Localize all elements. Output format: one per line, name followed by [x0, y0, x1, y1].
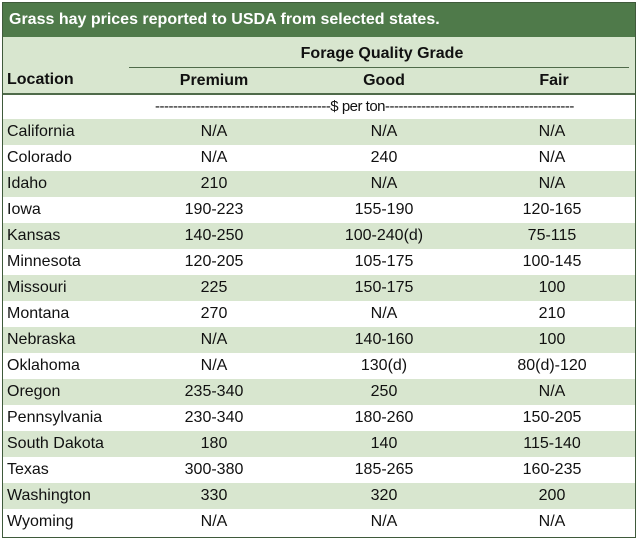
premium-cell: N/A — [200, 149, 228, 166]
location-cell: Kansas — [7, 227, 61, 244]
good-cell: 185-265 — [354, 461, 414, 478]
table-row: Oklahoma N/A 130(d) 80(d)-120 — [3, 353, 635, 379]
header-rule — [129, 67, 629, 68]
table-row: Kansas 140-250 100-240(d) 75-115 — [3, 223, 635, 249]
good-cell: 320 — [370, 487, 398, 504]
fair-cell: 210 — [538, 305, 566, 322]
table-row: Minnesota 120-205 105-175 100-145 — [3, 249, 635, 275]
location-cell: Iowa — [7, 201, 41, 218]
table-row: Idaho 210 N/A N/A — [3, 171, 635, 197]
good-cell: N/A — [370, 123, 398, 140]
table-title: Grass hay prices reported to USDA from s… — [3, 3, 635, 37]
location-cell: Minnesota — [7, 253, 81, 270]
table-row: Texas 300-380 185-265 160-235 — [3, 457, 635, 483]
premium-cell: N/A — [200, 123, 228, 140]
table-row: Colorado N/A 240 N/A — [3, 145, 635, 171]
location-cell: Colorado — [7, 149, 72, 166]
fair-cell: N/A — [538, 149, 566, 166]
hay-price-table: Grass hay prices reported to USDA from s… — [2, 2, 636, 538]
location-cell: Idaho — [7, 175, 48, 192]
good-cell: 100-240(d) — [344, 227, 424, 244]
good-cell: N/A — [370, 175, 398, 192]
good-cell: N/A — [370, 305, 398, 322]
table-header: Forage Quality Grade Location Premium Go… — [3, 37, 635, 95]
location-cell: Oregon — [7, 383, 61, 400]
premium-cell: 235-340 — [184, 383, 244, 400]
premium-cell: 230-340 — [184, 409, 244, 426]
good-cell: 180-260 — [354, 409, 414, 426]
location-column-header: Location — [7, 71, 74, 88]
location-cell: Oklahoma — [7, 357, 80, 374]
fair-cell: N/A — [538, 383, 566, 400]
good-column-header: Good — [363, 72, 405, 89]
table-body: California N/A N/A N/A Colorado N/A 240 N/A Idah… — [3, 119, 635, 535]
table-row: Montana 270 N/A 210 — [3, 301, 635, 327]
premium-cell: 210 — [200, 175, 228, 192]
premium-cell: 330 — [200, 487, 228, 504]
table-row: South Dakota 180 140 115-140 — [3, 431, 635, 457]
fair-cell: 160-235 — [522, 461, 582, 478]
premium-cell: 225 — [200, 279, 228, 296]
table-row: Iowa 190-223 155-190 120-165 — [3, 197, 635, 223]
unit-row: ---------------------------------------$… — [3, 95, 635, 119]
location-cell: California — [7, 123, 75, 140]
premium-cell: 120-205 — [184, 253, 244, 270]
fair-cell: 120-165 — [522, 201, 582, 218]
good-cell: 130(d) — [360, 357, 408, 374]
location-cell: Montana — [7, 305, 70, 322]
good-cell: 140-160 — [354, 331, 414, 348]
premium-cell: 180 — [200, 435, 228, 452]
premium-cell: 140-250 — [184, 227, 244, 244]
premium-column-header: Premium — [179, 72, 249, 89]
fair-cell: 100 — [538, 331, 566, 348]
fair-cell: 100-145 — [522, 253, 582, 270]
location-cell: South Dakota — [7, 435, 104, 452]
good-cell: 155-190 — [354, 201, 414, 218]
fair-cell: 75-115 — [527, 227, 577, 244]
table-row: Missouri 225 150-175 100 — [3, 275, 635, 301]
forage-quality-grade-label: Forage Quality Grade — [300, 45, 464, 62]
location-cell: Missouri — [7, 279, 67, 296]
table-row: California N/A N/A N/A — [3, 119, 635, 145]
location-cell: Wyoming — [7, 513, 74, 530]
location-cell: Washington — [7, 487, 91, 504]
fair-cell: N/A — [538, 513, 566, 530]
table-row: Washington 330 320 200 — [3, 483, 635, 509]
good-cell: 140 — [370, 435, 398, 452]
fair-cell: N/A — [538, 123, 566, 140]
fair-cell: 200 — [538, 487, 566, 504]
good-cell: 250 — [370, 383, 398, 400]
good-cell: 240 — [370, 149, 398, 166]
premium-cell: N/A — [200, 331, 228, 348]
location-cell: Pennsylvania — [7, 409, 103, 426]
good-cell: 150-175 — [354, 279, 414, 296]
location-cell: Texas — [7, 461, 49, 478]
table-row: Oregon 235-340 250 N/A — [3, 379, 635, 405]
fair-cell: 115-140 — [523, 435, 581, 452]
good-cell: 105-175 — [354, 253, 414, 270]
table-row: Pennsylvania 230-340 180-260 150-205 — [3, 405, 635, 431]
premium-cell: 270 — [200, 305, 228, 322]
fair-cell: 150-205 — [522, 409, 582, 426]
fair-column-header: Fair — [539, 72, 569, 89]
good-cell: N/A — [370, 513, 398, 530]
fair-cell: 80(d)-120 — [517, 357, 587, 374]
fair-cell: N/A — [538, 175, 566, 192]
premium-cell: 190-223 — [184, 201, 244, 218]
table-row: Wyoming N/A N/A N/A — [3, 509, 635, 535]
fair-cell: 100 — [538, 279, 566, 296]
premium-cell: N/A — [200, 513, 228, 530]
location-cell: Nebraska — [7, 331, 76, 348]
premium-cell: 300-380 — [184, 461, 244, 478]
table-row: Nebraska N/A 140-160 100 — [3, 327, 635, 353]
premium-cell: N/A — [200, 357, 228, 374]
